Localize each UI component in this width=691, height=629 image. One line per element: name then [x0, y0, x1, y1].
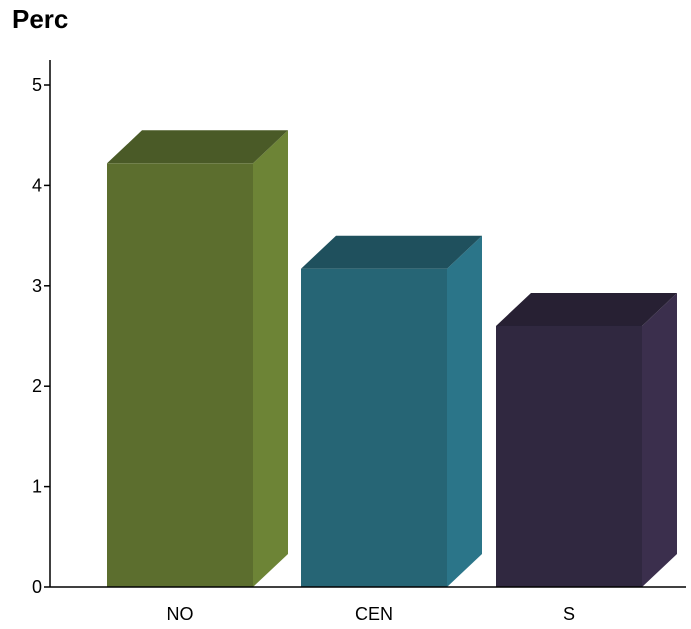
- y-tick-label: 0: [32, 577, 42, 597]
- x-tick-label: CEN: [355, 604, 393, 624]
- bar-side: [642, 292, 677, 587]
- chart-title: Perc: [12, 4, 69, 34]
- bar-side: [253, 130, 288, 587]
- bar-front: [301, 268, 447, 587]
- y-tick-label: 4: [32, 175, 42, 195]
- y-tick-label: 2: [32, 376, 42, 396]
- bar-front: [496, 325, 642, 587]
- bar-top: [301, 235, 482, 269]
- x-tick-label: NO: [167, 604, 194, 624]
- bar-side: [447, 235, 482, 587]
- y-axis: 0 1 2 3 4 5: [32, 60, 51, 597]
- x-axis: NO CEN S: [50, 586, 686, 624]
- y-tick-label: 1: [32, 477, 42, 497]
- bar-s: [496, 292, 677, 587]
- y-tick-label: 5: [32, 75, 42, 95]
- bar-top: [107, 130, 288, 164]
- x-tick-label: S: [563, 604, 575, 624]
- bars-group: [107, 130, 677, 587]
- bar-no: [107, 130, 288, 587]
- y-tick-label: 3: [32, 276, 42, 296]
- bar-cen: [301, 235, 482, 587]
- bar-front: [107, 163, 253, 587]
- bar-top: [496, 292, 677, 326]
